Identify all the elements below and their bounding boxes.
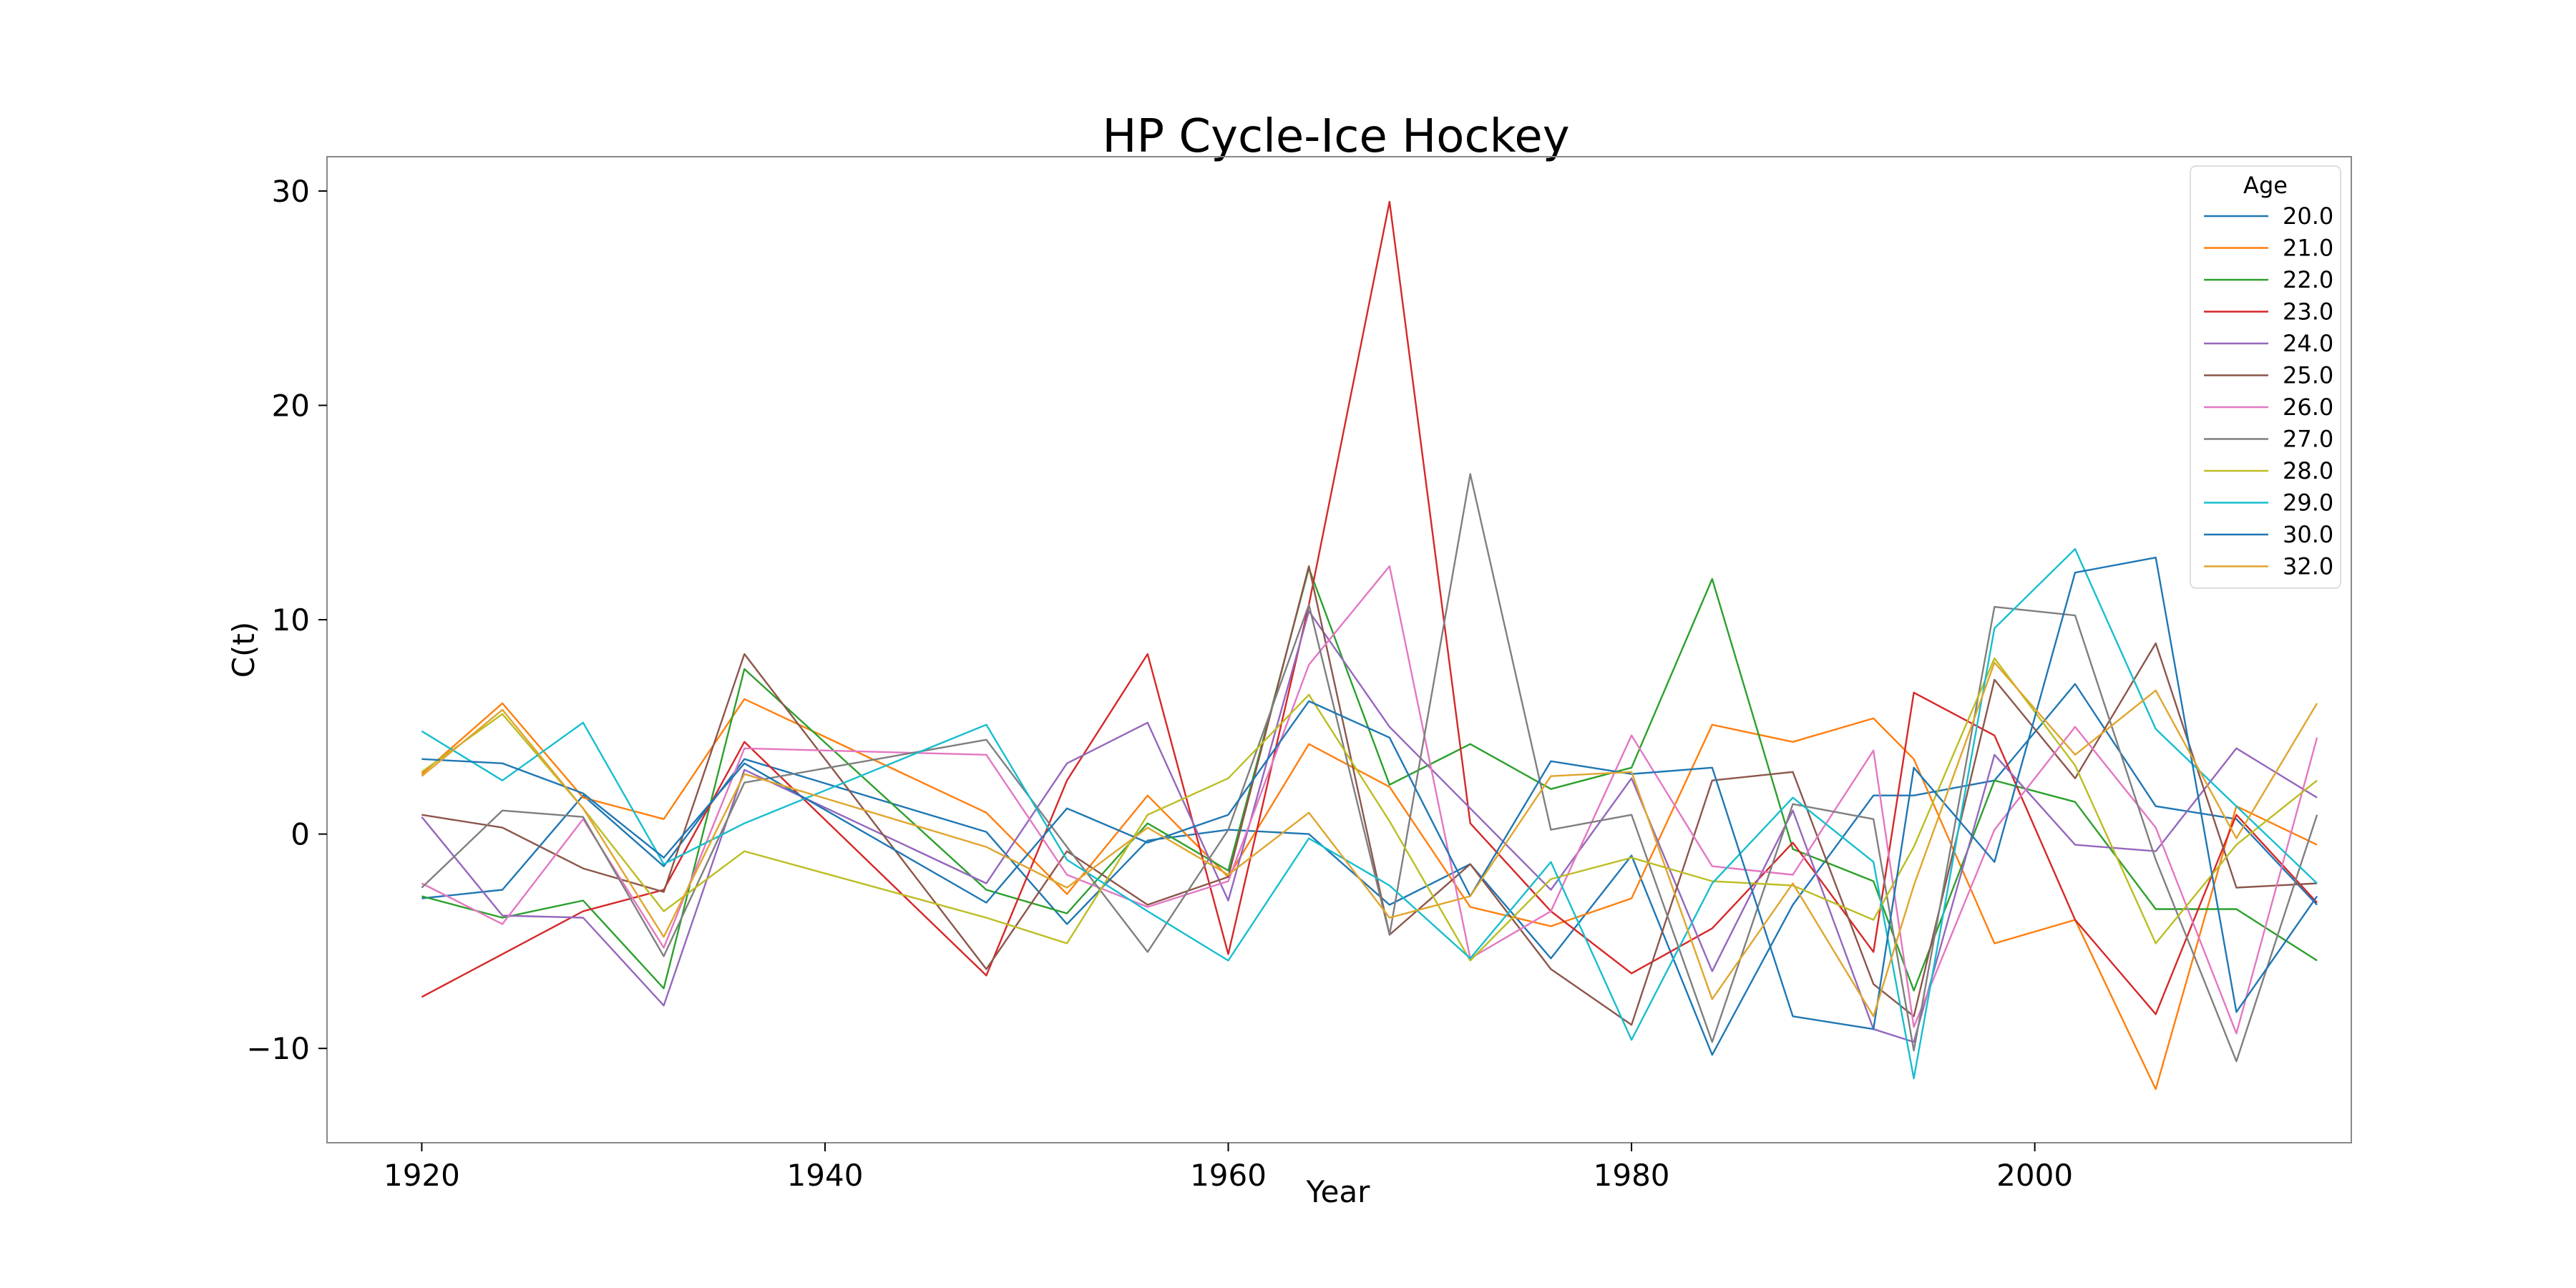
y-tick-label: 30 — [272, 174, 310, 209]
x-tick-label: 1920 — [384, 1158, 460, 1193]
chart-title: HP Cycle-Ice Hockey — [1102, 110, 1569, 163]
series-line-21.0 — [421, 698, 2318, 1091]
series-line-22.0 — [421, 567, 2318, 992]
legend-label: 32.0 — [2283, 553, 2333, 580]
legend-label: 22.0 — [2283, 266, 2333, 293]
series-line-30.0 — [421, 557, 2318, 1030]
x-axis-label: Year — [1306, 1174, 1371, 1209]
series-line-29.0 — [421, 548, 2318, 1080]
series-layer — [421, 200, 2318, 1091]
series-line-25.0 — [421, 565, 2318, 1026]
legend-label: 27.0 — [2283, 426, 2333, 453]
series-line-26.0 — [421, 565, 2318, 1035]
y-tick-label: −10 — [246, 1031, 310, 1066]
x-tick-label: 1940 — [787, 1158, 864, 1193]
legend-box — [2190, 165, 2341, 589]
legend-label: 26.0 — [2283, 394, 2333, 421]
y-axis-label: C(t) — [226, 622, 261, 678]
y-axis: −10 0 10 20 30 — [246, 174, 327, 1066]
legend-title: Age — [2243, 172, 2288, 199]
legend-label: 25.0 — [2283, 362, 2333, 389]
series-line-23.0 — [421, 200, 2318, 1015]
legend-label: 30.0 — [2283, 521, 2333, 548]
plot-area — [326, 156, 2352, 1143]
y-tick-label: 10 — [272, 602, 310, 638]
series-line-20.0 — [421, 683, 2318, 1056]
legend-label: 20.0 — [2283, 203, 2333, 230]
x-tick-label: 1960 — [1190, 1158, 1267, 1193]
legend-label: 28.0 — [2283, 457, 2333, 484]
series-line-32.0 — [421, 661, 2318, 1018]
series-line-27.0 — [421, 473, 2318, 1063]
x-tick-label: 1980 — [1594, 1158, 1670, 1193]
y-tick-label: 0 — [291, 817, 310, 852]
x-axis: 1920 1940 1960 1980 2000 — [384, 1143, 2073, 1193]
legend: Age 20.0 21.0 22.0 23.0 24.0 25.0 26.0 27.0 28.0… — [2190, 165, 2341, 589]
y-tick-label: 20 — [272, 388, 310, 423]
legend-label: 21.0 — [2283, 235, 2333, 262]
x-tick-label: 2000 — [1996, 1158, 2073, 1193]
legend-label: 29.0 — [2283, 489, 2333, 517]
series-line-24.0 — [421, 610, 2318, 1043]
legend-label: 24.0 — [2283, 330, 2333, 357]
legend-label: 23.0 — [2283, 298, 2333, 326]
